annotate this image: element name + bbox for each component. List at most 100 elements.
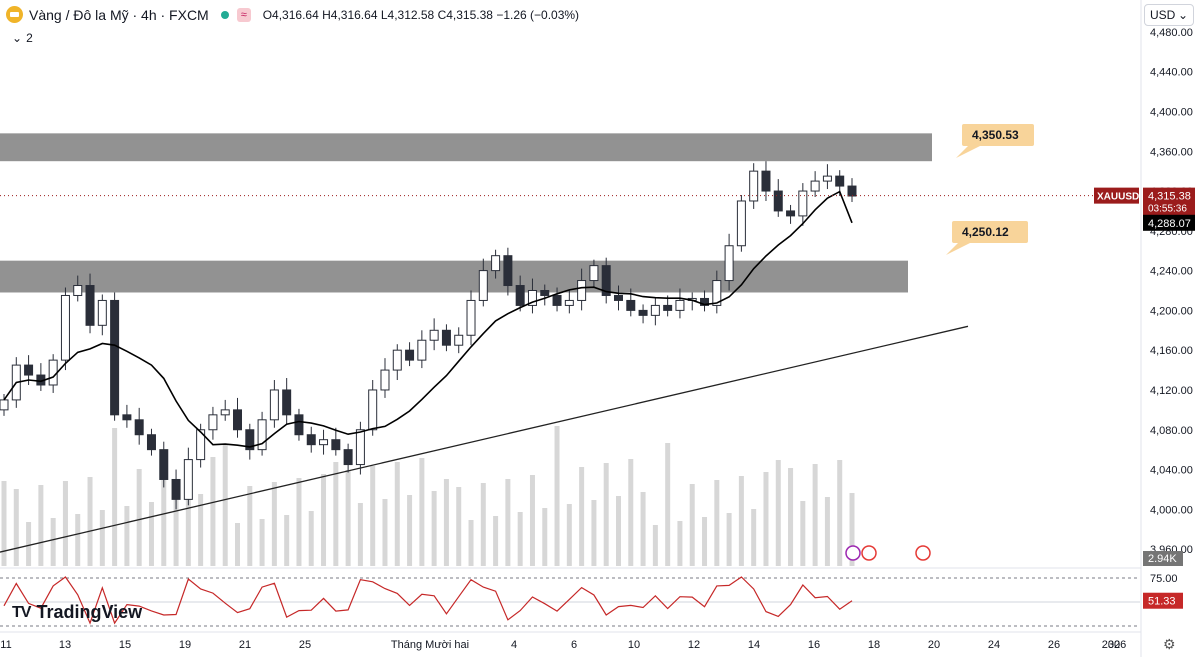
candle-body <box>269 389 279 421</box>
volume-tag <box>1143 551 1183 566</box>
symbol-tag <box>1094 187 1139 204</box>
volume-bar <box>99 510 105 566</box>
candle-body <box>134 419 144 436</box>
time-tick-label: 16 <box>808 639 820 651</box>
volume-bar <box>357 503 363 566</box>
candle-body <box>0 399 9 411</box>
candle-body <box>822 175 832 182</box>
volume-tag-label: 2.94K <box>1148 553 1177 565</box>
low-value: L4,312.58 <box>380 7 435 22</box>
candle-body <box>786 210 796 217</box>
candle-body <box>60 294 70 361</box>
candle-body <box>540 290 550 296</box>
candle-body <box>601 265 611 296</box>
candle-body <box>675 299 685 311</box>
candle-body <box>491 255 501 272</box>
candle-body <box>613 294 623 301</box>
time-tick-label: 2026 <box>1102 639 1126 651</box>
candle-body <box>466 299 476 336</box>
price-tick-label: 4,000.00 <box>1150 504 1193 516</box>
candle-body <box>171 478 181 500</box>
candle-body <box>417 339 427 361</box>
time-tick-label: 11 <box>0 639 11 651</box>
candle-body <box>110 299 120 416</box>
time-tick-label: 20 <box>928 639 940 651</box>
time-tick-label: Tháng Mười hai <box>391 639 469 651</box>
volume-bar <box>296 478 302 566</box>
candle-body <box>233 409 243 431</box>
candle-body <box>355 429 365 466</box>
rsi-tag <box>1143 592 1183 609</box>
candle-body <box>835 175 845 187</box>
candle-body <box>650 304 660 316</box>
tradingview-logo[interactable]: TV TradingView <box>12 602 142 623</box>
price-tick-label: 4,440.00 <box>1150 67 1193 79</box>
candle-body <box>146 434 156 451</box>
volume-bar <box>419 458 425 566</box>
volume-bar <box>702 517 708 566</box>
candle-body <box>208 414 218 431</box>
candle-body <box>773 190 783 212</box>
candle-body <box>319 439 329 446</box>
candle-body <box>257 419 267 451</box>
volume-bar <box>62 481 68 566</box>
indicators-toggle[interactable]: ⌄ 2 <box>12 31 33 45</box>
candle-body <box>405 349 415 361</box>
volume-bar <box>198 494 204 566</box>
volume-bar <box>370 466 376 566</box>
price-tick-label: 4,200.00 <box>1150 305 1193 317</box>
volume-bar <box>271 482 277 566</box>
time-tick-label: 13 <box>59 639 71 651</box>
volume-bar <box>148 502 154 566</box>
candle-body <box>441 329 451 346</box>
chevron-down-icon: ⌄ <box>12 31 23 45</box>
volume-bar <box>505 479 511 566</box>
candle-body <box>724 245 734 282</box>
volume-bar <box>431 491 437 566</box>
volume-bar <box>812 464 818 566</box>
volume-bar <box>173 498 179 566</box>
annotation-box <box>962 124 1034 146</box>
gear-icon[interactable]: ⚙ <box>1163 636 1176 652</box>
candle-body <box>712 280 722 306</box>
price-tick-label: 4,120.00 <box>1150 385 1193 397</box>
volume-bar <box>26 522 32 566</box>
volume-bar <box>112 428 118 566</box>
candle-body <box>761 170 771 192</box>
time-tick-label: 18 <box>868 639 880 651</box>
symbol-title[interactable]: Vàng / Đô la Mỹ · 4h · FXCM <box>29 6 209 23</box>
volume-bar <box>554 426 560 566</box>
volume-bar <box>726 513 732 566</box>
time-tick-label: 10 <box>628 639 640 651</box>
candle-body <box>331 439 341 451</box>
candle-body <box>282 389 292 416</box>
candle-body <box>220 409 230 416</box>
volume-bar <box>480 483 486 566</box>
time-tick-label: 6 <box>571 639 577 651</box>
candle-body <box>736 200 746 247</box>
volume-bar <box>775 460 781 566</box>
zone-rect <box>0 133 932 162</box>
price-tick-label: 4,160.00 <box>1150 345 1193 357</box>
volume-bar <box>50 518 56 566</box>
candle-body <box>73 285 83 296</box>
ma-tag-label: 4,288.07 <box>1148 218 1191 230</box>
candle-body <box>552 294 562 306</box>
candle-body <box>306 434 316 446</box>
volume-bar <box>38 485 44 566</box>
candle-body <box>392 349 402 371</box>
volume-bar <box>849 493 855 566</box>
candle-body <box>503 255 513 287</box>
event-icon <box>845 545 861 561</box>
annotation-box <box>952 221 1028 243</box>
volume-bar <box>665 443 671 566</box>
wave-icon: ≈ <box>236 7 251 22</box>
volume-bar <box>738 476 744 566</box>
currency-select[interactable]: USD ⌄ <box>1144 4 1194 26</box>
price-tag <box>1143 187 1195 217</box>
time-tick-label: 14 <box>748 639 760 651</box>
volume-bar <box>615 496 621 566</box>
rsi-tag-label: 51.33 <box>1148 596 1176 608</box>
